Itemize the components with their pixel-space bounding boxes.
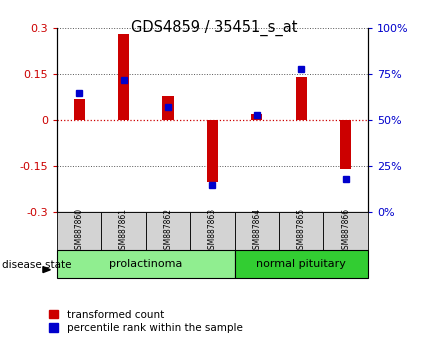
- Text: GSM887862: GSM887862: [163, 208, 173, 254]
- Text: prolactinoma: prolactinoma: [109, 259, 183, 269]
- Bar: [251, 114, 262, 120]
- Legend: transformed count, percentile rank within the sample: transformed count, percentile rank withi…: [49, 310, 243, 333]
- Bar: [340, 120, 351, 170]
- FancyBboxPatch shape: [190, 212, 235, 250]
- Text: GDS4859 / 35451_s_at: GDS4859 / 35451_s_at: [131, 19, 298, 36]
- Text: GSM887860: GSM887860: [74, 208, 84, 254]
- Bar: [296, 78, 307, 120]
- Text: normal pituitary: normal pituitary: [256, 259, 346, 269]
- FancyBboxPatch shape: [146, 212, 190, 250]
- FancyBboxPatch shape: [235, 212, 279, 250]
- Bar: [74, 99, 85, 120]
- FancyBboxPatch shape: [101, 212, 146, 250]
- FancyBboxPatch shape: [235, 250, 368, 278]
- Text: disease state: disease state: [2, 260, 72, 270]
- FancyBboxPatch shape: [57, 250, 235, 278]
- Text: GSM887863: GSM887863: [208, 208, 217, 254]
- Bar: [118, 34, 129, 120]
- Text: GSM887866: GSM887866: [341, 208, 350, 254]
- Bar: [162, 96, 173, 120]
- FancyBboxPatch shape: [324, 212, 368, 250]
- Bar: [207, 120, 218, 182]
- FancyBboxPatch shape: [57, 212, 101, 250]
- Text: GSM887861: GSM887861: [119, 208, 128, 254]
- FancyBboxPatch shape: [279, 212, 324, 250]
- Text: GSM887865: GSM887865: [297, 208, 306, 254]
- Text: GSM887864: GSM887864: [252, 208, 261, 254]
